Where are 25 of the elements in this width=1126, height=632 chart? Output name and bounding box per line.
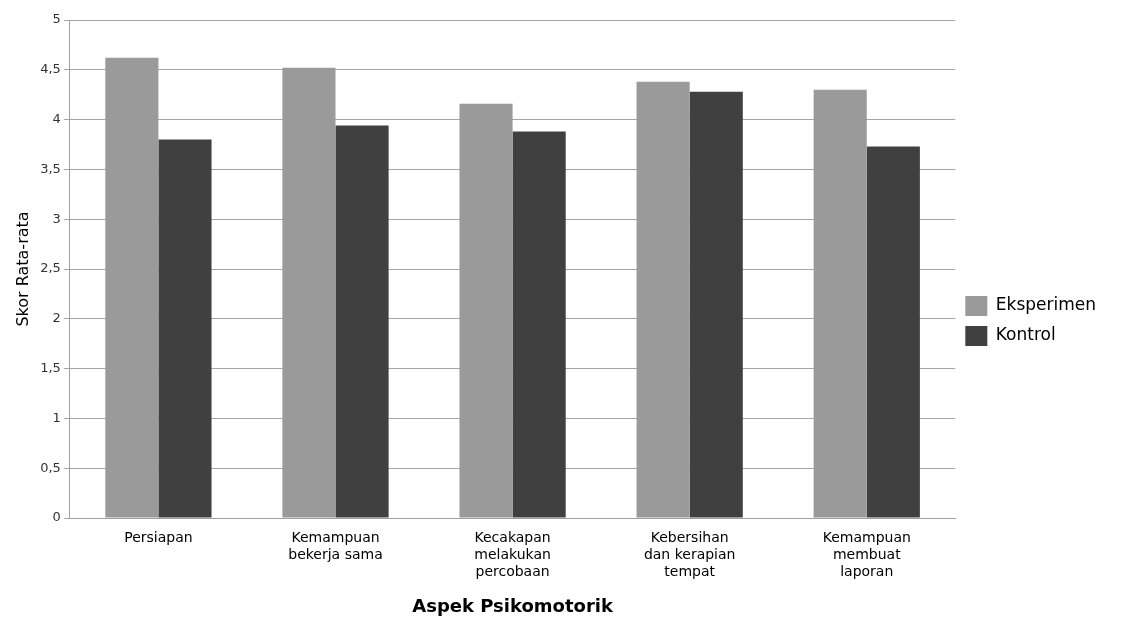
bar — [512, 131, 566, 518]
y-tick-label: 2 — [52, 310, 61, 326]
bar — [335, 125, 389, 518]
x-tick-label: Kebersihan dan kerapian tempat — [643, 529, 736, 579]
y-tick-label: 3,5 — [40, 160, 61, 176]
x-tick-label: Persiapan — [124, 529, 193, 546]
x-tick-label: Kemampuan bekerja sama — [288, 529, 383, 562]
y-tick-label: 1,5 — [40, 359, 61, 375]
legend-label: Eksperimen — [995, 294, 1096, 315]
y-tick-label: 3 — [52, 210, 61, 226]
bar — [866, 146, 920, 518]
bar — [158, 139, 212, 518]
y-tick-label: 0 — [52, 509, 61, 525]
y-tick-label: 4 — [52, 110, 61, 126]
y-tick-label: 0,5 — [40, 459, 61, 475]
y-tick-label: 4,5 — [40, 61, 61, 77]
legend-label: Kontrol — [995, 324, 1056, 345]
bar — [689, 91, 743, 518]
y-tick-label: 2,5 — [40, 260, 61, 276]
x-axis-title: Aspek Psikomotorik — [412, 594, 614, 616]
y-tick-label: 5 — [52, 11, 61, 27]
y-axis-title: Skor Rata-rata — [12, 211, 32, 327]
x-tick-label: Kecakapan melakukan percobaan — [474, 529, 551, 579]
x-tick-label: Kemampuan membuat laporan — [822, 529, 911, 579]
y-tick-label: 1 — [52, 409, 61, 425]
